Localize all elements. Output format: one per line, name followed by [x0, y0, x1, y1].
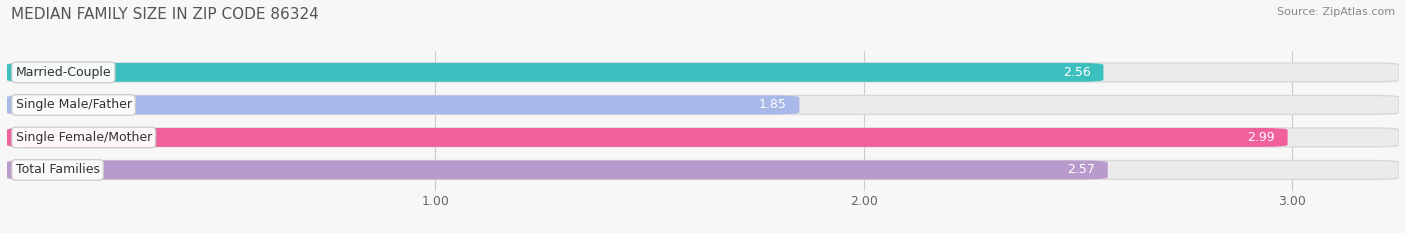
Text: Source: ZipAtlas.com: Source: ZipAtlas.com [1277, 7, 1395, 17]
Text: Total Families: Total Families [15, 163, 100, 176]
Text: 2.57: 2.57 [1067, 163, 1095, 176]
FancyBboxPatch shape [7, 128, 1288, 147]
FancyBboxPatch shape [7, 96, 1399, 114]
Text: MEDIAN FAMILY SIZE IN ZIP CODE 86324: MEDIAN FAMILY SIZE IN ZIP CODE 86324 [11, 7, 319, 22]
Text: 2.99: 2.99 [1247, 131, 1275, 144]
Text: Single Male/Father: Single Male/Father [15, 98, 132, 111]
FancyBboxPatch shape [7, 161, 1399, 179]
Text: Married-Couple: Married-Couple [15, 66, 111, 79]
FancyBboxPatch shape [7, 128, 1399, 147]
FancyBboxPatch shape [7, 63, 1399, 82]
Text: Single Female/Mother: Single Female/Mother [15, 131, 152, 144]
Text: 1.85: 1.85 [759, 98, 786, 111]
Text: 2.56: 2.56 [1063, 66, 1091, 79]
FancyBboxPatch shape [7, 63, 1104, 82]
FancyBboxPatch shape [7, 161, 1108, 179]
FancyBboxPatch shape [7, 96, 800, 114]
